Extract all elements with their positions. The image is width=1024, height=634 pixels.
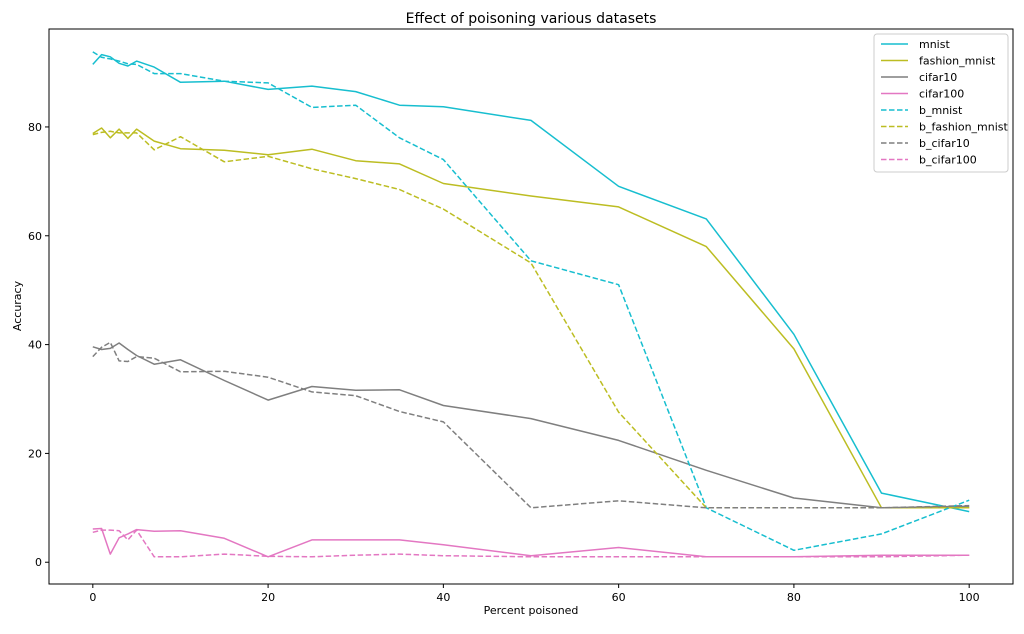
x-tick-label: 80: [787, 591, 801, 604]
legend-label: b_fashion_mnist: [919, 121, 1009, 134]
y-tick-label: 20: [28, 447, 42, 460]
legend-label: cifar10: [919, 71, 957, 84]
series-line-b-cifar100: [92, 529, 970, 558]
x-tick-label: 40: [436, 591, 450, 604]
plot-lines: [92, 51, 970, 558]
x-tick-label: 60: [612, 591, 626, 604]
series-line-cifar100: [92, 527, 970, 558]
legend: mnist fashion_mnist cifar10 cifar100 b_mnist…: [873, 33, 1009, 173]
legend-label: b_mnist: [919, 104, 963, 117]
legend-label: fashion_mnist: [919, 55, 996, 68]
series-line-b-fashion-mnist: [92, 130, 970, 509]
x-tick-label: 20: [261, 591, 275, 604]
legend-box: [873, 33, 1009, 173]
x-axis: 0 20 40 60 80 100: [89, 584, 980, 604]
y-axis-label: Accuracy: [11, 280, 24, 331]
y-tick-label: 80: [28, 121, 42, 134]
y-tick-label: 60: [28, 230, 42, 243]
x-axis-label: Percent poisoned: [484, 604, 579, 617]
legend-label: cifar100: [919, 88, 964, 101]
series-line-fashion-mnist: [92, 127, 970, 509]
series-line-cifar10: [92, 342, 970, 509]
y-tick-label: 40: [28, 339, 42, 352]
series-line-mnist: [92, 53, 970, 513]
y-tick-label: 0: [35, 556, 42, 569]
series-line-b-mnist: [92, 51, 970, 552]
x-tick-label: 0: [89, 591, 96, 604]
chart-title: Effect of poisoning various datasets: [406, 11, 657, 27]
legend-label: b_cifar10: [919, 137, 970, 150]
y-axis: 0 20 40 60 80: [28, 121, 49, 569]
legend-label: mnist: [919, 38, 950, 51]
plot-frame: [48, 28, 1014, 585]
series-line-b-cifar10: [92, 341, 970, 509]
legend-label: b_cifar100: [919, 154, 977, 167]
x-tick-label: 100: [959, 591, 980, 604]
